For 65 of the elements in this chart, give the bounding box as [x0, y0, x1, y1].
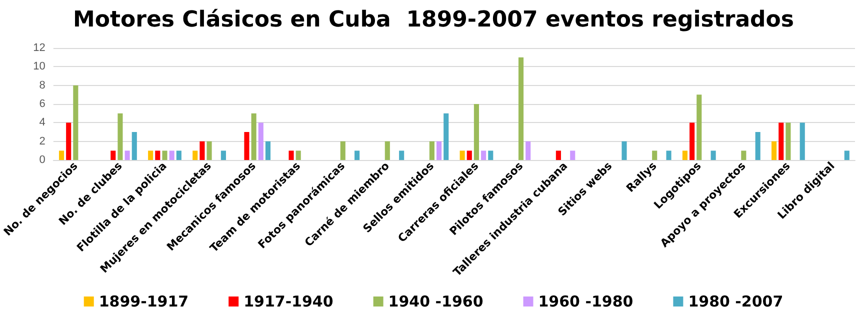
- bar: [755, 132, 760, 160]
- bar: [251, 113, 256, 160]
- chart-title: Motores Clásicos en Cuba 1899-2007 eventos registrados: [72, 8, 794, 32]
- bar: [666, 150, 672, 160]
- bar: [518, 57, 524, 160]
- bar: [258, 122, 264, 160]
- bar: [778, 122, 784, 160]
- bar: [772, 141, 777, 160]
- y-tick-label: 12: [33, 42, 46, 54]
- y-tick-label: 4: [39, 116, 46, 129]
- bar: [155, 150, 160, 160]
- bar: [176, 150, 182, 160]
- bar: [200, 141, 205, 160]
- bar: [460, 150, 465, 160]
- y-tick-label: 10: [33, 60, 46, 73]
- bar: [110, 150, 116, 160]
- bar: [622, 141, 627, 160]
- bar: [800, 122, 805, 160]
- bar: [466, 150, 472, 160]
- bar: [844, 150, 850, 160]
- bar: [244, 132, 250, 160]
- bar: [73, 85, 78, 160]
- bar: [206, 141, 212, 160]
- bar: [474, 104, 480, 160]
- legend-label: 1980 -2007: [688, 292, 784, 310]
- bar: [340, 141, 346, 160]
- bar: [118, 113, 123, 160]
- bar: [132, 132, 137, 160]
- bar: [710, 150, 716, 160]
- bar: [429, 141, 434, 160]
- bar: [652, 150, 658, 160]
- bar: [570, 150, 576, 160]
- bar: [436, 141, 442, 160]
- legend-label: 1917-1940: [244, 292, 334, 310]
- bar: [786, 122, 791, 160]
- bar: [169, 150, 174, 160]
- y-tick-label: 8: [39, 79, 46, 92]
- bar: [192, 150, 198, 160]
- legend-label: 1940 -1960: [388, 292, 484, 310]
- y-tick-label: 2: [39, 135, 46, 148]
- bar: [741, 150, 746, 160]
- bar: [124, 150, 130, 160]
- bar: [526, 141, 531, 160]
- bar: [296, 150, 301, 160]
- bar: [148, 150, 154, 160]
- bar: [556, 150, 561, 160]
- bar: [488, 150, 494, 160]
- bar: [384, 141, 390, 160]
- legend-label: 1899-1917: [98, 292, 189, 310]
- y-tick-label: 0: [39, 154, 46, 166]
- bar: [444, 113, 449, 160]
- bar: [399, 150, 404, 160]
- bar: [696, 94, 702, 160]
- bar: [354, 150, 360, 160]
- bar: [220, 150, 226, 160]
- bar: [690, 122, 695, 160]
- bar: [288, 150, 294, 160]
- bar: [481, 150, 486, 160]
- bar: [58, 150, 64, 160]
- y-tick-label: 6: [39, 98, 46, 110]
- bar: [265, 141, 271, 160]
- legend-label: 1960 -1980: [538, 292, 634, 310]
- bar: [162, 150, 168, 160]
- bar: [66, 122, 72, 160]
- bar: [682, 150, 688, 160]
